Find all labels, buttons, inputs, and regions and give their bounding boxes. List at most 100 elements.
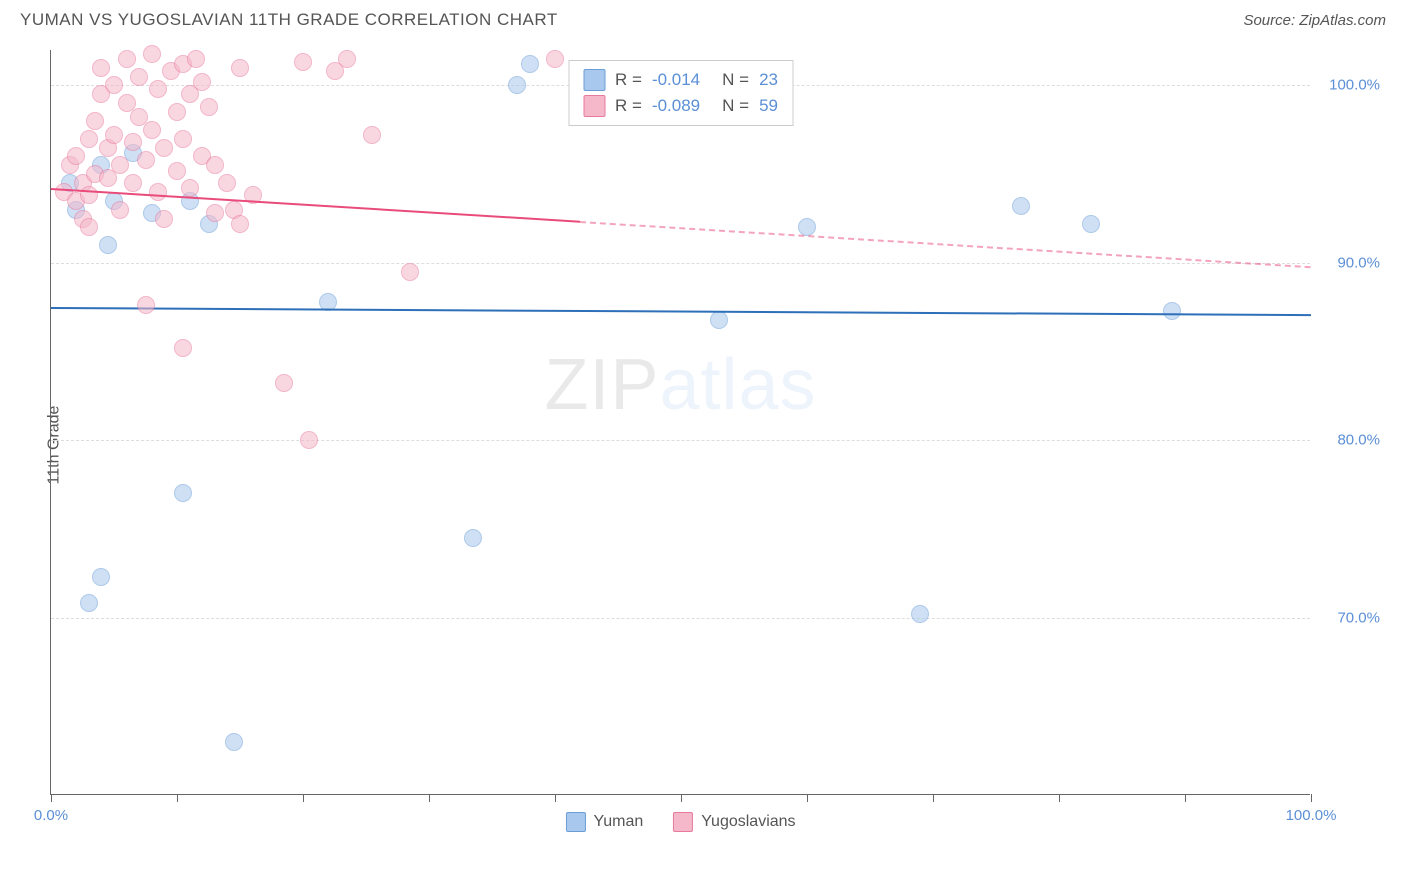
scatter-point [105,76,123,94]
scatter-point [111,201,129,219]
scatter-point [710,311,728,329]
scatter-point [508,76,526,94]
bottom-legend: Yuman Yugoslavians [565,812,795,832]
gridline-horizontal [51,618,1310,619]
scatter-point [111,156,129,174]
legend-swatch [565,812,585,832]
legend-label: Yuman [593,813,643,831]
scatter-point [275,374,293,392]
stat-r-value: -0.014 [652,70,700,90]
stat-n-label: N = [722,70,749,90]
scatter-point [86,112,104,130]
scatter-point [206,204,224,222]
scatter-point [168,162,186,180]
stat-n-value: 59 [759,96,778,116]
gridline-horizontal [51,263,1310,264]
scatter-point [206,156,224,174]
scatter-point [80,594,98,612]
legend-item: Yugoslavians [673,812,795,832]
scatter-point [168,103,186,121]
legend-label: Yugoslavians [701,813,795,831]
watermark-bold: ZIP [544,345,659,425]
legend-swatch [673,812,693,832]
scatter-point [231,215,249,233]
trend-line-dashed [580,221,1311,268]
scatter-point [155,210,173,228]
x-tick [177,794,178,802]
x-tick-label: 0.0% [34,807,68,824]
scatter-point [363,126,381,144]
chart-container: 11th Grade ZIPatlas 70.0%80.0%90.0%100.0… [50,50,1380,840]
scatter-point [105,126,123,144]
scatter-point [401,263,419,281]
scatter-point [92,59,110,77]
scatter-point [67,147,85,165]
watermark-thin: atlas [659,345,816,425]
y-tick-label: 80.0% [1315,432,1380,449]
scatter-point [1163,302,1181,320]
scatter-point [294,53,312,71]
legend-swatch [583,69,605,91]
plot-area: ZIPatlas 70.0%80.0%90.0%100.0%0.0%100.0%… [50,50,1310,795]
scatter-point [130,68,148,86]
scatter-point [80,130,98,148]
scatter-point [521,55,539,73]
stats-row: R = -0.014 N = 23 [583,67,778,93]
scatter-point [174,484,192,502]
scatter-point [149,183,167,201]
scatter-point [187,50,205,68]
scatter-point [143,121,161,139]
x-tick [933,794,934,802]
scatter-point [80,218,98,236]
scatter-point [174,339,192,357]
x-tick [681,794,682,802]
legend-swatch [583,95,605,117]
x-tick [1185,794,1186,802]
header: YUMAN VS YUGOSLAVIAN 11TH GRADE CORRELAT… [0,0,1406,38]
scatter-point [225,733,243,751]
x-tick [555,794,556,802]
scatter-point [92,568,110,586]
scatter-point [174,130,192,148]
trend-line [51,188,580,223]
stat-r-value: -0.089 [652,96,700,116]
scatter-point [118,50,136,68]
scatter-point [193,73,211,91]
scatter-point [99,236,117,254]
stat-n-label: N = [722,96,749,116]
scatter-point [155,139,173,157]
source-label: Source: ZipAtlas.com [1243,12,1386,29]
scatter-point [218,174,236,192]
stat-r-label: R = [615,96,642,116]
stats-legend-box: R = -0.014 N = 23 R = -0.089 N = 59 [568,60,793,126]
legend-item: Yuman [565,812,643,832]
x-tick [807,794,808,802]
watermark: ZIPatlas [544,344,816,426]
scatter-point [231,59,249,77]
y-tick-label: 100.0% [1315,77,1380,94]
scatter-point [200,98,218,116]
scatter-point [137,296,155,314]
scatter-point [464,529,482,547]
stat-r-label: R = [615,70,642,90]
scatter-point [546,50,564,68]
x-tick [1311,794,1312,802]
scatter-point [181,179,199,197]
x-tick-label: 100.0% [1286,807,1337,824]
scatter-point [124,133,142,151]
stats-row: R = -0.089 N = 59 [583,93,778,119]
y-tick-label: 70.0% [1315,609,1380,626]
scatter-point [338,50,356,68]
scatter-point [137,151,155,169]
scatter-point [1082,215,1100,233]
x-tick [429,794,430,802]
trend-line [51,307,1311,316]
x-tick [1059,794,1060,802]
stat-n-value: 23 [759,70,778,90]
scatter-point [149,80,167,98]
scatter-point [300,431,318,449]
x-tick [303,794,304,802]
chart-title: YUMAN VS YUGOSLAVIAN 11TH GRADE CORRELAT… [20,10,558,30]
x-tick [51,794,52,802]
gridline-horizontal [51,440,1310,441]
